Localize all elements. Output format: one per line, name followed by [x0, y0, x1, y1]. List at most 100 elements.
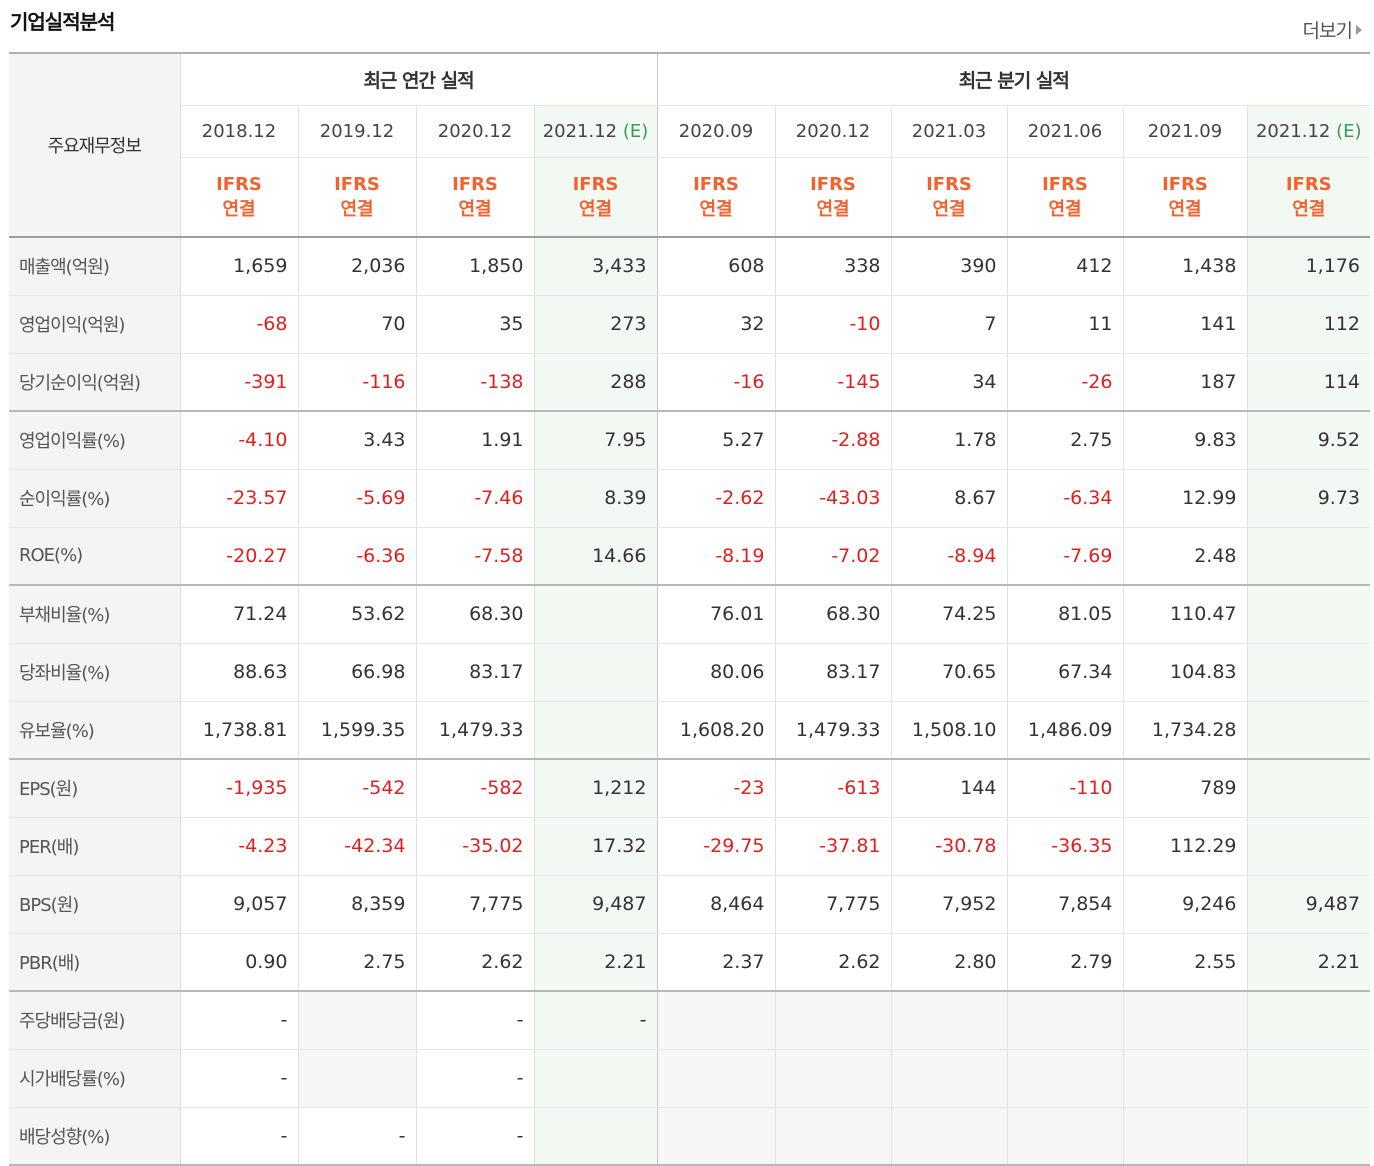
table-cell: -23 — [656, 759, 775, 818]
column-date-text: 2018.12 — [201, 120, 277, 142]
table-cell: 8,464 — [656, 875, 775, 934]
table-cell: -29.75 — [656, 817, 775, 876]
table-cell: 1,479.33 — [415, 701, 534, 760]
column-ifrs-label: IFRS 연결 — [1122, 157, 1247, 238]
table-cell: 2.62 — [415, 933, 534, 992]
row-label: 영업이익(억원) — [9, 295, 181, 354]
table-cell: 390 — [890, 237, 1007, 296]
row-label: 유보율(%) — [9, 701, 181, 760]
table-row: 당좌비율(%) 88.63 66.98 83.17 80.06 83.17 70.65 67.… — [9, 643, 1370, 702]
row-label: 배당성향(%) — [9, 1107, 181, 1166]
more-link[interactable]: 더보기 — [1303, 16, 1362, 43]
table-row: 매출액(억원) 1,659 2,036 1,850 3,433 608 338 390 412 1… — [9, 237, 1370, 296]
row-label: PBR(배) — [9, 933, 181, 992]
table-row: 주당배당금(원) - - - — [9, 991, 1370, 1050]
table-cell: 9.52 — [1246, 411, 1370, 470]
table-cell — [533, 643, 657, 702]
table-cell: -2.88 — [774, 411, 891, 470]
column-ifrs-label: IFRS 연결 — [890, 157, 1007, 238]
row-label: PER(배) — [9, 817, 181, 876]
table-cell: -4.10 — [180, 411, 298, 470]
table-cell: 338 — [774, 237, 891, 296]
column-date-text: 2021.03 — [911, 120, 987, 142]
table-cell: 9,487 — [1246, 875, 1370, 934]
ifrs-text: IFRS — [334, 173, 380, 195]
table-cell: 71.24 — [180, 585, 298, 644]
table-cell: -10 — [774, 295, 891, 354]
row-label: 순이익률(%) — [9, 469, 181, 528]
table-cell: 70.65 — [890, 643, 1007, 702]
table-cell: -42.34 — [297, 817, 416, 876]
table-cell: - — [180, 1107, 298, 1166]
row-label: 시가배당률(%) — [9, 1049, 181, 1108]
row-label: ROE(%) — [9, 527, 181, 586]
table-cell: -2.62 — [656, 469, 775, 528]
table-cell: 112 — [1246, 295, 1370, 354]
ifrs-text: IFRS — [216, 173, 262, 195]
column-date: 2020.09 — [656, 105, 775, 158]
table-row: 순이익률(%) -23.57 -5.69 -7.46 8.39 -2.62 -43.03 8.… — [9, 469, 1370, 528]
consolidated-text: 연결 — [458, 198, 492, 220]
column-date: 2021.06 — [1006, 105, 1123, 158]
table-cell: 110.47 — [1122, 585, 1247, 644]
table-cell — [1006, 1107, 1123, 1166]
consolidated-text: 연결 — [1048, 198, 1082, 220]
column-date-text: 2021.12 — [1255, 120, 1331, 142]
table-row: 유보율(%) 1,738.81 1,599.35 1,479.33 1,608.20 1,… — [9, 701, 1370, 760]
column-date: 2018.12 — [180, 105, 298, 158]
table-cell: -5.69 — [297, 469, 416, 528]
table-cell: 68.30 — [415, 585, 534, 644]
table-row: 부채비율(%) 71.24 53.62 68.30 76.01 68.30 74.25 81.… — [9, 585, 1370, 644]
row-label: BPS(원) — [9, 875, 181, 934]
table-row: 영업이익률(%) -4.10 3.43 1.91 7.95 5.27 -2.88 1.78 2.… — [9, 411, 1370, 470]
column-ifrs-label: IFRS 연결 — [533, 157, 657, 238]
row-label: 영업이익률(%) — [9, 411, 181, 470]
table-row: BPS(원) 9,057 8,359 7,775 9,487 8,464 7,775 7,95… — [9, 875, 1370, 934]
table-cell: 81.05 — [1006, 585, 1123, 644]
table-cell: -36.35 — [1006, 817, 1123, 876]
table-cell — [1122, 1049, 1247, 1108]
table-cell: -613 — [774, 759, 891, 818]
table-cell: 1,659 — [180, 237, 298, 296]
table-cell: 5.27 — [656, 411, 775, 470]
column-ifrs-label: IFRS 연결 — [1246, 157, 1370, 238]
table-cell: 1,738.81 — [180, 701, 298, 760]
column-date-text: 2021.09 — [1147, 120, 1223, 142]
table-cell: 53.62 — [297, 585, 416, 644]
table-cell: 3.43 — [297, 411, 416, 470]
table-cell: 7,775 — [415, 875, 534, 934]
table-cell: 83.17 — [774, 643, 891, 702]
estimate-mark: (E) — [622, 120, 649, 142]
column-date: 2021.03 — [890, 105, 1007, 158]
table-cell: -20.27 — [180, 527, 298, 586]
table-cell — [297, 1049, 416, 1108]
column-date: 2021.12 (E) — [533, 105, 657, 158]
table-cell: 68.30 — [774, 585, 891, 644]
table-cell — [1246, 991, 1370, 1050]
table-cell: -7.69 — [1006, 527, 1123, 586]
table-cell — [1246, 1049, 1370, 1108]
table-cell: -542 — [297, 759, 416, 818]
table-cell: 187 — [1122, 353, 1247, 412]
consolidated-text: 연결 — [578, 198, 613, 220]
table-row: EPS(원) -1,935 -542 -582 1,212 -23 -613 144 -110 7… — [9, 759, 1370, 818]
table-cell: 35 — [415, 295, 534, 354]
table-cell: 7.95 — [533, 411, 657, 470]
table-cell: - — [297, 1107, 416, 1166]
table-row: PBR(배) 0.90 2.75 2.62 2.21 2.37 2.62 2.80 2.79 2.… — [9, 933, 1370, 992]
table-cell: 2.79 — [1006, 933, 1123, 992]
table-cell: 144 — [890, 759, 1007, 818]
table-cell — [890, 1107, 1007, 1166]
table-cell: - — [180, 1049, 298, 1108]
table-cell: 9.83 — [1122, 411, 1247, 470]
table-cell: 1,608.20 — [656, 701, 775, 760]
table-cell: -7.58 — [415, 527, 534, 586]
table-row: 당기순이익(억원) -391 -116 -138 288 -16 -145 34 -26 187 1… — [9, 353, 1370, 412]
table-cell: 32 — [656, 295, 775, 354]
column-date-text: 2021.12 — [542, 120, 618, 142]
ifrs-text: IFRS — [693, 173, 739, 195]
row-label: 매출액(억원) — [9, 237, 181, 296]
table-cell: - — [415, 1049, 534, 1108]
table-cell: -30.78 — [890, 817, 1007, 876]
table-cell: -8.94 — [890, 527, 1007, 586]
